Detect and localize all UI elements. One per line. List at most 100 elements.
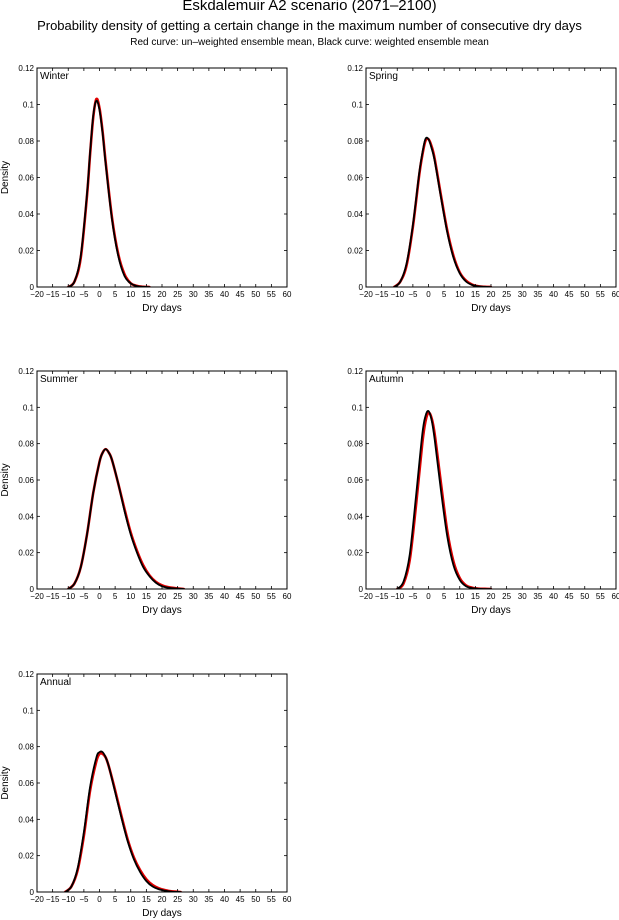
chart-subtitle: Probability density of getting a certain… — [37, 18, 582, 33]
x-tick-label: −10 — [61, 290, 75, 299]
panel-label: Autumn — [369, 374, 403, 385]
x-tick-label: −5 — [408, 592, 418, 601]
y-tick-label: 0 — [30, 585, 35, 594]
x-tick-label: −15 — [46, 290, 60, 299]
x-tick-label: 50 — [580, 290, 589, 299]
x-tick-label: 0 — [426, 592, 431, 601]
panel-label: Spring — [369, 71, 398, 82]
x-tick-label: −15 — [46, 895, 60, 904]
x-axis-label: Dry days — [471, 605, 510, 616]
y-tick-label: 0.08 — [347, 440, 363, 449]
x-tick-label: 60 — [283, 290, 292, 299]
y-tick-label: 0.12 — [18, 367, 34, 376]
series-group — [63, 750, 183, 892]
series-line-weighted — [67, 99, 151, 287]
x-tick-label: 60 — [612, 592, 619, 601]
x-axis-label: Dry days — [142, 303, 181, 314]
x-tick-label: −20 — [30, 592, 44, 601]
x-tick-label: 30 — [518, 592, 527, 601]
x-tick-label: 25 — [502, 290, 511, 299]
y-tick-label: 0.12 — [347, 64, 363, 73]
x-tick-label: 55 — [267, 290, 276, 299]
x-tick-label: 0 — [97, 290, 102, 299]
series-line-unweighted — [392, 137, 493, 287]
y-tick-label: 0.08 — [18, 440, 34, 449]
x-tick-label: 40 — [549, 592, 558, 601]
x-tick-label: 60 — [283, 895, 292, 904]
y-tick-label: 0.04 — [18, 512, 34, 521]
series-group — [395, 409, 493, 589]
x-tick-label: −20 — [30, 895, 44, 904]
y-tick-label: 0.12 — [347, 367, 363, 376]
x-tick-label: −15 — [46, 592, 60, 601]
x-tick-label: −10 — [390, 290, 404, 299]
y-tick-label: 0.04 — [347, 512, 363, 521]
x-tick-label: 15 — [142, 895, 151, 904]
x-tick-label: 35 — [533, 290, 542, 299]
x-tick-label: −5 — [79, 290, 89, 299]
x-tick-label: 5 — [113, 592, 118, 601]
y-tick-label: 0.08 — [347, 137, 363, 146]
x-tick-label: −20 — [30, 290, 44, 299]
x-tick-label: 35 — [204, 592, 213, 601]
x-tick-label: −5 — [408, 290, 418, 299]
x-tick-label: 50 — [251, 290, 260, 299]
x-tick-label: 55 — [267, 592, 276, 601]
x-axis-label: Dry days — [142, 605, 181, 616]
x-tick-label: 10 — [126, 895, 135, 904]
plot-frame — [36, 673, 288, 893]
x-tick-label: 45 — [236, 895, 245, 904]
x-tick-label: 5 — [442, 290, 447, 299]
y-tick-label: 0.04 — [18, 210, 34, 219]
x-tick-label: 55 — [596, 592, 605, 601]
panel-label: Winter — [40, 71, 70, 82]
x-tick-label: −5 — [79, 895, 89, 904]
panel-label: Annual — [40, 677, 71, 688]
y-tick-label: 0.06 — [18, 476, 34, 485]
x-tick-label: 50 — [580, 592, 589, 601]
y-tick-label: 0.06 — [18, 174, 34, 183]
x-tick-label: 55 — [267, 895, 276, 904]
y-tick-label: 0.1 — [352, 403, 364, 412]
panel-winter: −20 −15 −10 −5 0 5 10 15 20 25 30 35 40 45 50 55 60 0 0.02… — [0, 64, 292, 314]
series-group — [66, 447, 186, 589]
y-tick-label: 0.12 — [18, 64, 34, 73]
y-tick-label: 0.02 — [18, 852, 34, 861]
x-tick-label: 40 — [220, 290, 229, 299]
series-group — [392, 136, 493, 287]
x-tick-label: 40 — [549, 290, 558, 299]
series-line-unweighted — [395, 411, 493, 589]
plot-frame — [36, 370, 288, 590]
y-tick-label: 0.1 — [352, 101, 364, 110]
y-tick-label: 0.04 — [18, 815, 34, 824]
x-tick-label: −20 — [359, 290, 373, 299]
series-line-weighted — [64, 750, 182, 892]
x-tick-label: 10 — [126, 592, 135, 601]
x-tick-label: 20 — [487, 290, 496, 299]
y-tick-label: 0.08 — [18, 743, 34, 752]
y-tick-label: 0.02 — [18, 549, 34, 558]
y-tick-label: 0.1 — [23, 706, 35, 715]
x-axis-label: Dry days — [142, 908, 181, 919]
x-tick-label: 55 — [596, 290, 605, 299]
y-tick-label: 0.1 — [23, 403, 35, 412]
x-tick-label: 5 — [113, 290, 118, 299]
x-tick-label: 15 — [142, 592, 151, 601]
y-tick-label: 0.02 — [18, 247, 34, 256]
x-tick-label: 20 — [158, 895, 167, 904]
x-tick-label: 60 — [612, 290, 619, 299]
x-tick-label: 50 — [251, 592, 260, 601]
x-tick-label: 45 — [236, 592, 245, 601]
panel-annual: −20 −15 −10 −5 0 5 10 15 20 25 30 35 40 45 50 55 60 0 0.02… — [0, 670, 292, 919]
y-tick-label: 0.06 — [347, 174, 363, 183]
x-tick-label: 10 — [126, 290, 135, 299]
x-tick-label: 5 — [442, 592, 447, 601]
x-tick-label: 30 — [189, 290, 198, 299]
panel-label: Summer — [40, 374, 78, 385]
x-tick-label: 35 — [533, 592, 542, 601]
y-tick-label: 0 — [30, 283, 35, 292]
panel-summer: −20 −15 −10 −5 0 5 10 15 20 25 30 35 40 45 50 55 60 0 0.02… — [0, 367, 292, 616]
x-tick-label: 20 — [158, 290, 167, 299]
plot-frame — [365, 67, 617, 288]
